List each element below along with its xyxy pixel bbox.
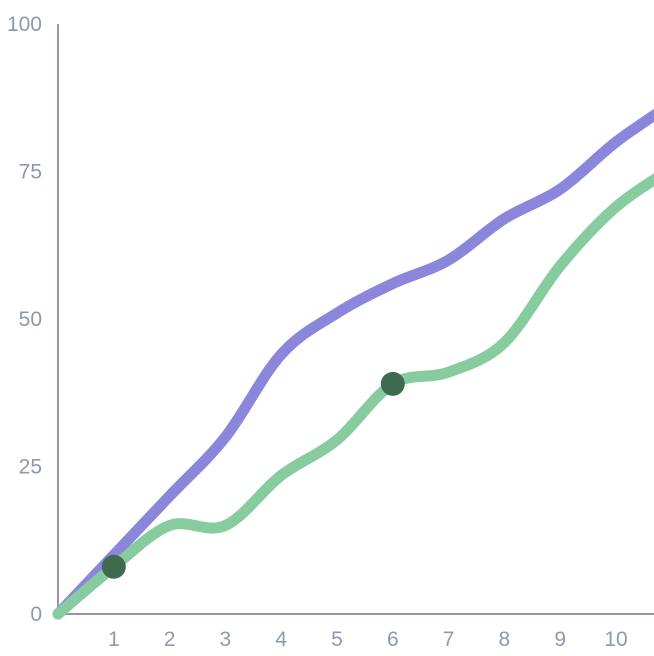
series-line-1 [52, 108, 654, 620]
y-axis-ticks: 0 25 50 75 100 [7, 13, 42, 626]
x-tick-label: 6 [387, 628, 399, 651]
x-tick-label: 3 [220, 628, 232, 651]
y-tick-label: 75 [19, 161, 42, 184]
x-tick-label: 10 [604, 628, 627, 651]
x-tick-label: 4 [275, 628, 287, 651]
x-tick-label: 5 [331, 628, 343, 651]
x-tick-label: 7 [443, 628, 455, 651]
highlight-point-marker[interactable] [380, 371, 405, 396]
chart-markers [101, 371, 405, 579]
chart-axes [57, 24, 654, 615]
y-tick-label: 25 [19, 456, 42, 479]
x-tick-label: 9 [554, 628, 566, 651]
x-tick-label: 8 [499, 628, 511, 651]
highlight-point-marker[interactable] [101, 554, 126, 579]
chart-series [52, 108, 654, 620]
y-tick-label: 50 [19, 308, 42, 331]
series-line-2 [52, 173, 654, 620]
x-axis-ticks: 123456789101 [108, 628, 628, 651]
x-tick-label: 1 [108, 628, 120, 651]
x-tick-label: 2 [164, 628, 176, 651]
y-tick-label: 0 [30, 603, 42, 626]
y-tick-label: 100 [7, 13, 42, 36]
